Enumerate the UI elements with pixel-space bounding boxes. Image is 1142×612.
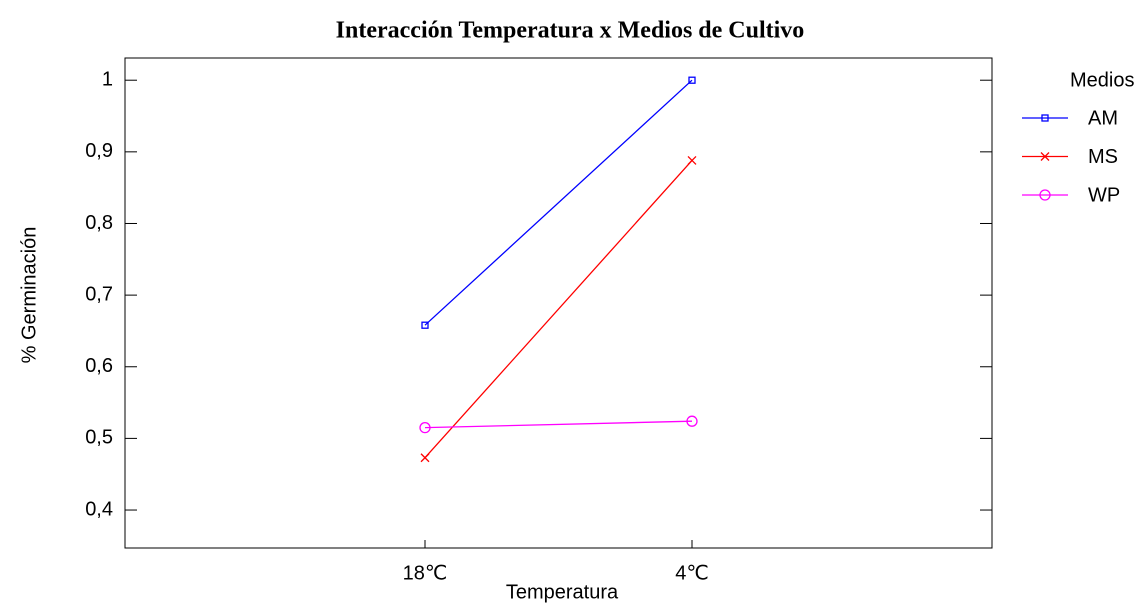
- legend-marker: [1039, 189, 1051, 201]
- data-point: [687, 155, 697, 165]
- x-axis-label: Temperatura: [506, 581, 619, 603]
- x-tick-label: 4℃: [675, 562, 709, 584]
- legend-label: AM: [1088, 107, 1118, 129]
- y-axis-label: % Germinación: [18, 227, 40, 364]
- data-point: [686, 415, 698, 427]
- y-tick-label: 0,7: [85, 283, 113, 305]
- y-tick-label: 0,8: [85, 212, 113, 234]
- y-tick-label: 0,9: [85, 140, 113, 162]
- chart-title: Interacción Temperatura x Medios de Cult…: [336, 18, 805, 44]
- series-line: [424, 420, 693, 429]
- legend-label: MS: [1088, 146, 1118, 168]
- y-tick-label: 0,6: [85, 355, 113, 377]
- y-tick-label: 0,4: [85, 498, 113, 520]
- series-line: [424, 160, 693, 459]
- data-point: [420, 453, 430, 463]
- legend-title: Medios: [1070, 69, 1134, 91]
- legend-label: WP: [1088, 184, 1120, 206]
- data-point: [688, 76, 696, 84]
- plot-frame: [124, 57, 993, 549]
- legend-marker: [1040, 152, 1050, 161]
- legend-marker: [1041, 114, 1049, 122]
- data-point: [419, 421, 431, 434]
- series-line: [424, 79, 693, 326]
- y-tick-label: 0,5: [85, 427, 113, 449]
- data-point: [421, 321, 429, 329]
- y-tick-label: 1: [102, 68, 113, 90]
- x-tick-label: 18℃: [403, 562, 448, 584]
